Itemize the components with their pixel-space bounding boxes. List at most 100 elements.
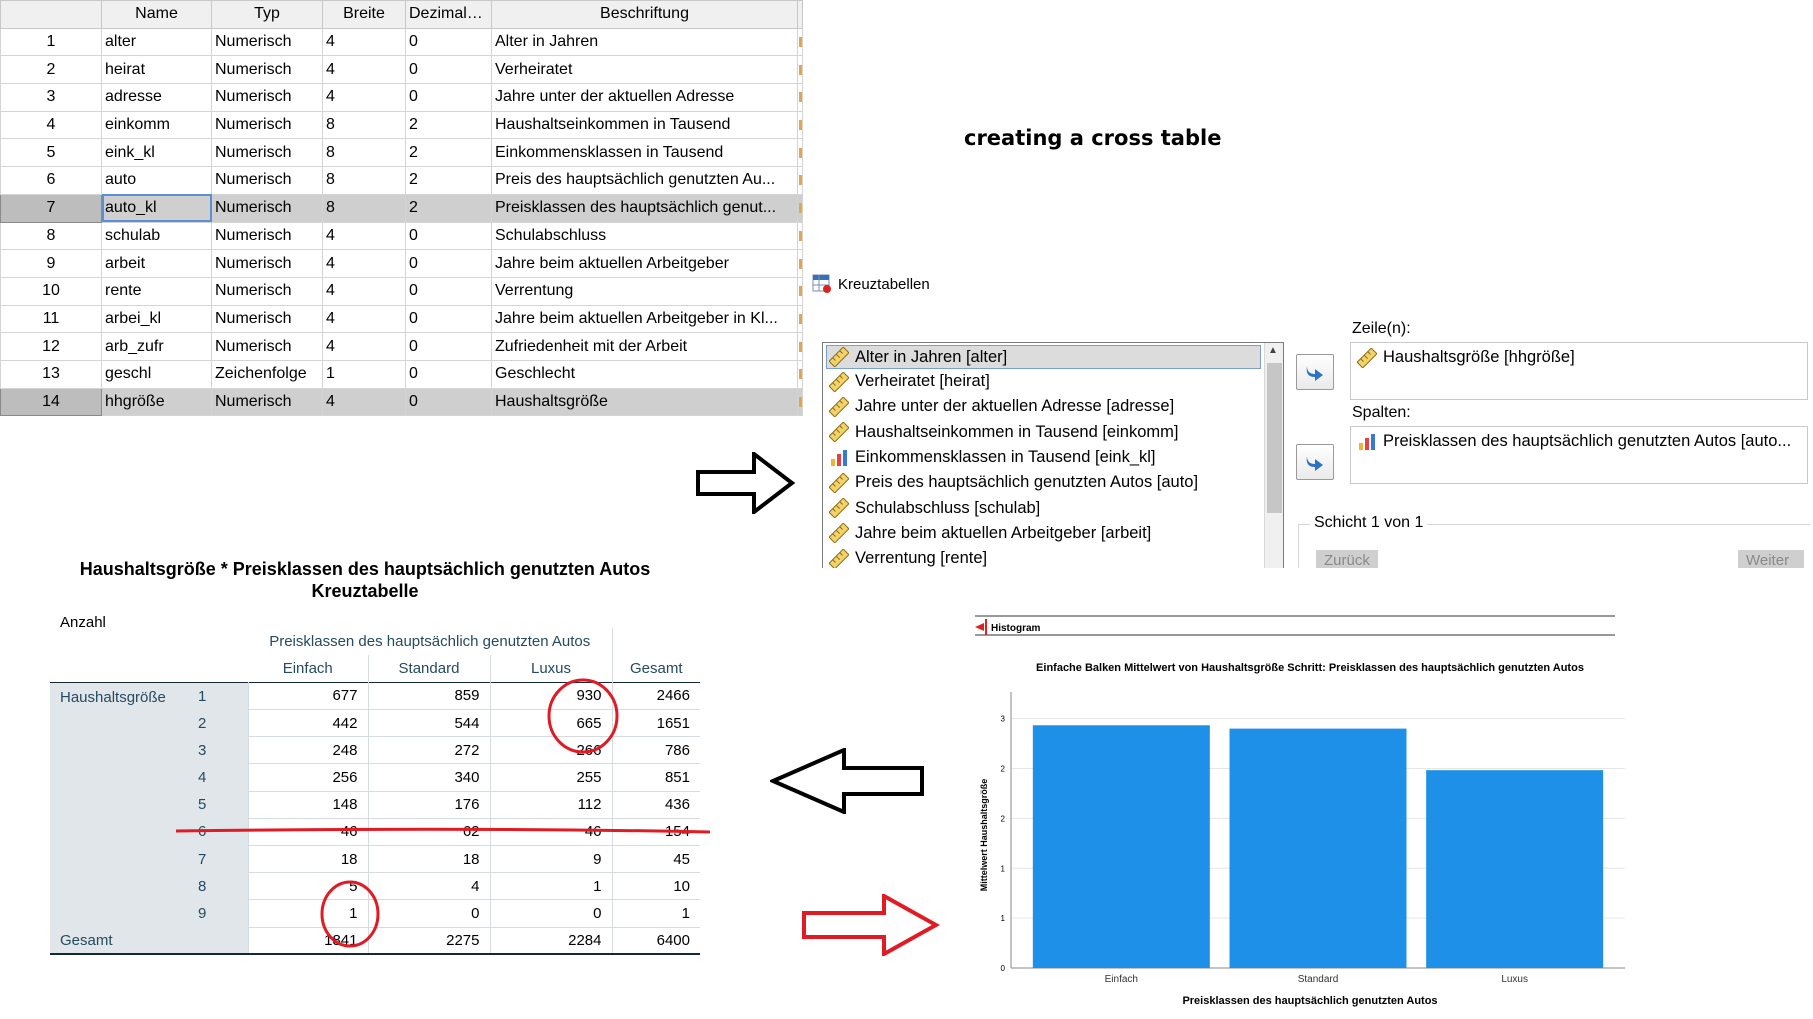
row-number[interactable]: 1 <box>0 27 102 57</box>
variable-list-scrollbar[interactable]: ▲ <box>1264 343 1283 568</box>
ruler-icon <box>829 548 849 568</box>
variable-row[interactable]: 14 hhgröße Numerisch 4 0 Haushaltsgröße <box>0 387 803 417</box>
count-cell: 340 <box>367 763 490 792</box>
variable-list-item[interactable]: Einkommensklassen in Tausend [eink_kl] <box>823 445 1283 470</box>
crosstab-col-header: Einfach Standard Luxus Gesamt <box>50 655 700 683</box>
var-type-cell[interactable]: Numerisch <box>211 27 323 57</box>
row-number[interactable]: 14 <box>0 387 102 417</box>
col-header-width[interactable]: Breite <box>322 0 406 29</box>
chart-panel: Histogram Einfache Balken Mittelwert von … <box>975 608 1635 1008</box>
variable-list-item[interactable]: Haushaltseinkommen in Tausend [einkomm] <box>823 420 1283 445</box>
var-label-cell[interactable]: Haushaltsgröße <box>491 387 798 417</box>
var-decimals-cell[interactable]: 0 <box>405 27 492 57</box>
scroll-up-icon[interactable]: ▲ <box>1268 345 1278 356</box>
variable-row[interactable]: 9 arbeit Numerisch 4 0 Jahre beim aktuellen A… <box>0 249 803 278</box>
variable-row[interactable]: 6 auto Numerisch 8 2 Preis des hauptsächlich … <box>0 166 803 195</box>
var-type-cell[interactable]: Numerisch <box>211 387 323 417</box>
row-category: 2 <box>188 709 248 737</box>
variable-list-item[interactable]: Verheiratet [heirat] <box>823 369 1283 394</box>
count-cell: 62 <box>367 818 490 847</box>
row-number[interactable]: 7 <box>0 193 102 223</box>
var-label-cell[interactable]: Alter in Jahren <box>491 27 798 57</box>
var-width-cell[interactable]: 4 <box>322 27 406 57</box>
col-header-decimals[interactable]: Dezimals... <box>405 0 492 29</box>
variable-list-item[interactable]: Alter in Jahren [alter] <box>826 345 1261 369</box>
variable-list-item[interactable]: Preis des hauptsächlich genutzten Autos … <box>823 470 1283 495</box>
variable-row[interactable]: 8 schulab Numerisch 4 0 Schulabschluss <box>0 221 803 251</box>
var-type-cell[interactable]: Numerisch <box>211 193 323 223</box>
variable-list-item[interactable]: Verrentung [rente] <box>823 546 1283 568</box>
row-number[interactable]: 13 <box>0 359 102 389</box>
rows-target-box[interactable]: Haushaltsgröße [hhgröße] <box>1350 342 1808 400</box>
row-category: 4 <box>188 763 248 792</box>
col-header-type[interactable]: Typ <box>211 0 323 29</box>
var-label-cell[interactable]: Jahre beim aktuellen Arbeitgeber in Kl..… <box>491 304 798 334</box>
var-decimals-cell[interactable]: 0 <box>405 387 492 417</box>
columns-target-box[interactable]: Preisklassen des hauptsächlich genutzten… <box>1350 426 1808 484</box>
var-type-cell[interactable]: Numerisch <box>211 249 323 278</box>
var-label-cell[interactable]: Preisklassen des hauptsächlich genut... <box>491 193 798 223</box>
var-decimals-cell[interactable]: 0 <box>405 359 492 389</box>
col-head-luxus: Luxus <box>490 655 613 683</box>
var-name-cell[interactable]: eink_kl <box>101 138 212 168</box>
variable-row[interactable]: 7 auto_kl Numerisch 8 2 Preisklassen des haup… <box>0 193 803 223</box>
var-width-cell[interactable]: 4 <box>322 55 406 85</box>
variable-row[interactable]: 13 geschl Zeichenfolge 1 0 Geschlecht <box>0 359 803 389</box>
variable-row[interactable]: 1 alter Numerisch 4 0 Alter in Jahren <box>0 27 803 57</box>
count-cell: 10 <box>611 872 700 901</box>
var-name-cell[interactable]: hhgröße <box>101 387 212 417</box>
row-variable-label: Haushaltsgröße <box>50 682 188 928</box>
row-number[interactable]: 12 <box>0 332 102 361</box>
variable-row[interactable]: 3 adresse Numerisch 4 0 Jahre unter der aktue… <box>0 83 803 112</box>
var-name-cell[interactable]: schulab <box>101 221 212 251</box>
row-number[interactable]: 5 <box>0 138 102 168</box>
total-cell: 1841 <box>247 927 368 956</box>
var-name-cell[interactable]: auto_kl <box>101 193 212 223</box>
row-number[interactable]: 2 <box>0 55 102 85</box>
layer-label: Schicht 1 von 1 <box>1310 514 1428 532</box>
x-tick-label: Luxus <box>1501 974 1528 985</box>
source-variable-list[interactable]: Alter in Jahren [alter] Verheiratet [heir… <box>822 342 1284 568</box>
move-to-columns-button[interactable] <box>1296 444 1334 480</box>
var-decimals-cell[interactable]: 2 <box>405 110 492 140</box>
row-number[interactable]: 9 <box>0 249 102 278</box>
variable-row[interactable]: 10 rente Numerisch 4 0 Verrentung <box>0 276 803 306</box>
var-decimals-cell[interactable]: 0 <box>405 221 492 251</box>
count-cell: 0 <box>367 899 490 928</box>
var-values-cell[interactable] <box>797 387 803 417</box>
next-button[interactable]: Weiter <box>1738 550 1804 568</box>
move-to-rows-button[interactable] <box>1296 354 1334 390</box>
rows-variable[interactable]: Haushaltsgröße [hhgröße] <box>1351 345 1807 370</box>
var-width-cell[interactable]: 4 <box>322 221 406 251</box>
variable-row[interactable]: 4 einkomm Numerisch 8 2 Haushaltseinkommen in… <box>0 110 803 140</box>
variable-list-item[interactable]: Schulabschluss [schulab] <box>823 495 1283 520</box>
var-type-cell[interactable]: Numerisch <box>211 221 323 251</box>
variable-list-item[interactable]: Jahre unter der aktuellen Adresse [adres… <box>823 394 1283 419</box>
previous-button[interactable]: Zurück <box>1316 550 1378 568</box>
columns-variable[interactable]: Preisklassen des hauptsächlich genutzten… <box>1351 429 1807 454</box>
row-number[interactable]: 8 <box>0 221 102 251</box>
variable-list-item[interactable]: Jahre beim aktuellen Arbeitgeber [arbeit… <box>823 521 1283 546</box>
var-type-cell[interactable]: Numerisch <box>211 332 323 361</box>
scrollbar-thumb[interactable] <box>1267 363 1282 513</box>
col-header-rownum <box>0 0 102 29</box>
row-number[interactable]: 6 <box>0 166 102 195</box>
var-width-cell[interactable]: 8 <box>322 138 406 168</box>
var-width-cell[interactable]: 4 <box>322 387 406 417</box>
ruler-icon <box>829 422 849 443</box>
var-width-cell[interactable]: 8 <box>322 110 406 140</box>
var-width-cell[interactable]: 8 <box>322 166 406 195</box>
variable-row[interactable]: 5 eink_kl Numerisch 8 2 Einkommensklassen in … <box>0 138 803 168</box>
var-name-cell[interactable]: arbeit <box>101 249 212 278</box>
var-name-cell[interactable]: adresse <box>101 83 212 112</box>
row-number[interactable]: 11 <box>0 304 102 334</box>
row-number[interactable]: 3 <box>0 83 102 112</box>
count-cell: 112 <box>489 791 612 819</box>
col-header-label[interactable]: Beschriftung <box>491 0 798 29</box>
var-decimals-cell[interactable]: 0 <box>405 83 492 112</box>
row-number[interactable]: 10 <box>0 276 102 306</box>
var-label-cell[interactable]: Schulabschluss <box>491 221 798 251</box>
var-name-cell[interactable]: auto <box>101 166 212 195</box>
var-name-cell[interactable]: heirat <box>101 55 212 85</box>
count-cell: 176 <box>367 791 490 819</box>
